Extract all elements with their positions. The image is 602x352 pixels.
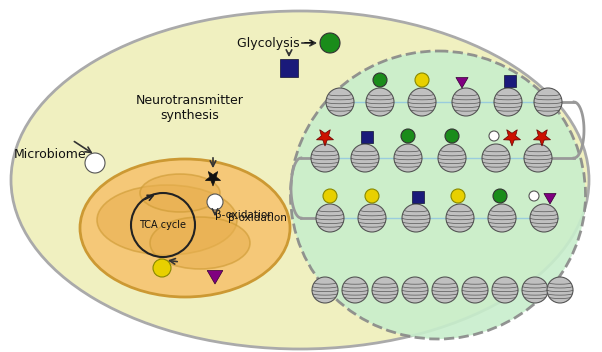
Circle shape: [373, 73, 387, 87]
Circle shape: [311, 144, 339, 172]
Circle shape: [432, 277, 458, 303]
Circle shape: [489, 131, 499, 141]
Circle shape: [488, 204, 516, 232]
Circle shape: [492, 277, 518, 303]
Circle shape: [415, 73, 429, 87]
Circle shape: [530, 204, 558, 232]
Circle shape: [312, 277, 338, 303]
Text: β-oxidation: β-oxidation: [228, 213, 287, 223]
Ellipse shape: [80, 159, 290, 297]
Circle shape: [408, 88, 436, 116]
Circle shape: [365, 189, 379, 203]
Circle shape: [358, 204, 386, 232]
Circle shape: [372, 277, 398, 303]
Polygon shape: [205, 171, 220, 186]
Circle shape: [522, 277, 548, 303]
Text: Glycolysis →: Glycolysis →: [237, 37, 314, 50]
Circle shape: [323, 189, 337, 203]
Polygon shape: [503, 130, 521, 146]
Circle shape: [493, 189, 507, 203]
Polygon shape: [533, 130, 551, 146]
Circle shape: [394, 144, 422, 172]
Ellipse shape: [150, 217, 250, 269]
Text: Microbiome: Microbiome: [14, 149, 87, 162]
Circle shape: [462, 277, 488, 303]
Circle shape: [524, 144, 552, 172]
Circle shape: [401, 129, 415, 143]
Polygon shape: [317, 130, 334, 146]
Text: β-oxidation: β-oxidation: [215, 210, 274, 220]
Circle shape: [153, 259, 171, 277]
Circle shape: [494, 88, 522, 116]
Ellipse shape: [97, 185, 237, 255]
Circle shape: [482, 144, 510, 172]
Ellipse shape: [291, 51, 586, 339]
Circle shape: [438, 144, 466, 172]
Bar: [361, 131, 373, 143]
Circle shape: [451, 189, 465, 203]
Polygon shape: [456, 77, 468, 88]
Circle shape: [366, 88, 394, 116]
Text: Neurotransmitter
synthesis: Neurotransmitter synthesis: [136, 94, 244, 122]
Circle shape: [342, 277, 368, 303]
Bar: [280, 59, 298, 77]
Circle shape: [85, 153, 105, 173]
Polygon shape: [207, 270, 223, 284]
Text: TCA cycle: TCA cycle: [140, 220, 187, 230]
Ellipse shape: [11, 11, 589, 349]
Polygon shape: [544, 194, 556, 204]
Circle shape: [529, 191, 539, 201]
Ellipse shape: [140, 174, 220, 212]
Circle shape: [547, 277, 573, 303]
Circle shape: [320, 33, 340, 53]
Circle shape: [316, 204, 344, 232]
Circle shape: [402, 204, 430, 232]
Circle shape: [452, 88, 480, 116]
Circle shape: [351, 144, 379, 172]
Circle shape: [446, 204, 474, 232]
Circle shape: [402, 277, 428, 303]
Bar: [504, 75, 516, 87]
Circle shape: [534, 88, 562, 116]
Circle shape: [445, 129, 459, 143]
Circle shape: [326, 88, 354, 116]
Circle shape: [207, 194, 223, 210]
Bar: [412, 191, 424, 203]
